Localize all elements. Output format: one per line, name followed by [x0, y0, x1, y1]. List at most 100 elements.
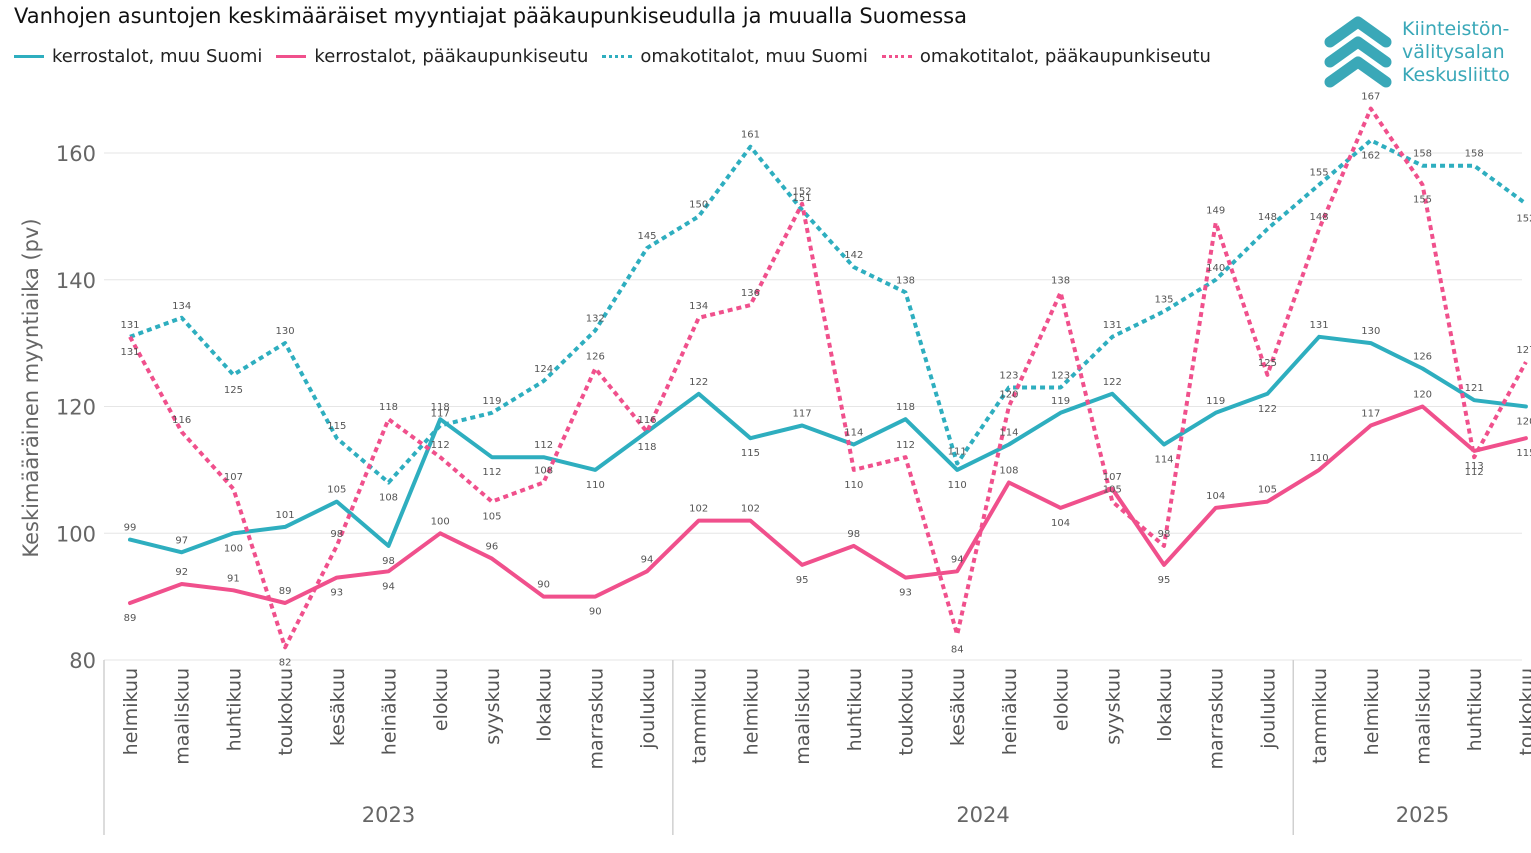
data-label: 116	[637, 415, 656, 426]
data-label: 114	[1154, 455, 1173, 466]
legend-label-0: kerrostalot, muu Suomi	[52, 46, 263, 67]
data-label: 94	[641, 554, 654, 565]
x-tick-label: lokakuu	[534, 668, 556, 742]
x-tick-label: lokakuu	[1154, 668, 1176, 742]
x-tick-label: elokuu	[1051, 668, 1073, 731]
data-label: 112	[1465, 467, 1484, 478]
x-tick-label: toukokuu	[1516, 668, 1531, 756]
x-tick-label: maaliskuu	[1413, 668, 1435, 765]
data-label: 127	[1516, 345, 1531, 356]
data-label: 118	[896, 402, 915, 413]
data-label: 98	[382, 556, 395, 567]
data-label: 107	[224, 472, 243, 483]
legend-swatch-2	[602, 55, 633, 58]
data-label: 108	[379, 493, 398, 504]
data-label: 97	[175, 535, 188, 546]
data-label: 84	[951, 645, 964, 656]
data-label: 108	[999, 466, 1018, 477]
legend-item-omakotitalot-paakaupunkiseutu[interactable]: omakotitalot, pääkaupunkiseutu	[881, 46, 1211, 67]
x-tick-label: marraskuu	[585, 668, 607, 770]
legend-label-2: omakotitalot, muu Suomi	[640, 46, 868, 67]
data-label: 110	[948, 480, 967, 491]
x-tick-label: huhtikuu	[1464, 668, 1486, 751]
data-label: 117	[431, 409, 450, 420]
chart-title: Vanhojen asuntojen keskimääräiset myynti…	[14, 4, 967, 28]
series-line-3	[128, 106, 1528, 650]
data-label: 82	[279, 657, 292, 668]
data-label: 134	[172, 301, 191, 312]
data-label: 105	[327, 485, 346, 496]
data-label: 122	[689, 377, 708, 388]
data-label: 120	[1516, 417, 1531, 428]
x-tick-label: kesäkuu	[947, 668, 969, 746]
logo-line-2: välitysalan	[1402, 41, 1505, 63]
x-tick-label: tammikuu	[689, 668, 711, 764]
data-label: 98	[847, 529, 860, 540]
data-label: 131	[1103, 320, 1122, 331]
x-tick-label: tammikuu	[1309, 668, 1331, 764]
data-label: 95	[796, 575, 809, 586]
data-label: 118	[637, 442, 656, 453]
legend-swatch-0	[14, 55, 44, 58]
x-tick-label: toukokuu	[275, 668, 297, 756]
data-label: 117	[793, 409, 812, 420]
logo-line-3: Keskusliitto	[1402, 64, 1510, 86]
data-label: 104	[1206, 491, 1225, 502]
data-label: 91	[227, 573, 240, 584]
data-label: 145	[637, 231, 656, 242]
data-label: 94	[382, 581, 395, 592]
series-line-2	[129, 138, 1528, 485]
data-label: 93	[330, 588, 343, 599]
x-tick-label: toukokuu	[896, 668, 918, 756]
x-tick-label: heinäkuu	[379, 668, 401, 755]
legend-item-kerrostalot-paakaupunkiseutu[interactable]: kerrostalot, pääkaupunkiseutu	[276, 46, 588, 67]
x-tick-label: huhtikuu	[844, 668, 866, 751]
year-label: 2023	[362, 803, 415, 827]
data-label: 96	[486, 542, 499, 553]
x-tick-label: huhtikuu	[223, 668, 245, 751]
legend-item-omakotitalot-muu-suomi[interactable]: omakotitalot, muu Suomi	[602, 46, 868, 67]
data-label: 131	[1310, 320, 1329, 331]
data-label: 95	[1158, 575, 1171, 586]
data-label: 122	[1103, 377, 1122, 388]
logo-text: Kiinteistön- välitysalan Keskusliitto	[1402, 18, 1510, 87]
x-tick-label: joulukuu	[637, 668, 659, 750]
data-label: 119	[482, 396, 501, 407]
y-tick-label: 80	[69, 649, 96, 673]
data-label: 121	[1465, 383, 1484, 394]
series-line-0	[128, 334, 1528, 555]
data-label: 131	[120, 347, 139, 358]
data-label: 148	[1258, 212, 1277, 223]
x-tick-label: helmikuu	[740, 668, 762, 755]
data-label: 148	[1310, 212, 1329, 223]
data-label: 152	[793, 187, 812, 198]
legend-item-kerrostalot-muu-suomi[interactable]: kerrostalot, muu Suomi	[14, 46, 262, 67]
data-label: 123	[1051, 370, 1070, 381]
data-label: 131	[120, 320, 139, 331]
data-label: 126	[586, 351, 605, 362]
data-label: 92	[175, 567, 188, 578]
y-axis-label: Keskimääräinen myyntiaika (pv)	[19, 218, 43, 557]
data-label: 100	[224, 543, 243, 554]
data-label: 105	[1103, 485, 1122, 496]
data-label: 142	[844, 250, 863, 261]
data-label: 114	[844, 428, 863, 439]
data-label: 124	[534, 364, 553, 375]
data-label: 125	[224, 385, 243, 396]
data-label: 150	[689, 199, 708, 210]
y-tick-label: 140	[56, 269, 96, 293]
data-label: 130	[1361, 326, 1380, 337]
legend-label-1: kerrostalot, pääkaupunkiseutu	[314, 46, 589, 67]
x-tick-label: helmikuu	[120, 668, 142, 755]
x-tick-label: syyskuu	[1102, 668, 1124, 745]
data-label: 105	[482, 512, 501, 523]
legend-label-3: omakotitalot, pääkaupunkiseutu	[919, 46, 1211, 67]
y-tick-label: 160	[56, 142, 96, 166]
data-label: 138	[896, 275, 915, 286]
data-label: 120	[999, 390, 1018, 401]
data-label: 118	[431, 402, 450, 413]
data-label: 93	[899, 588, 912, 599]
data-label: 135	[1154, 294, 1173, 305]
data-label: 100	[431, 516, 450, 527]
